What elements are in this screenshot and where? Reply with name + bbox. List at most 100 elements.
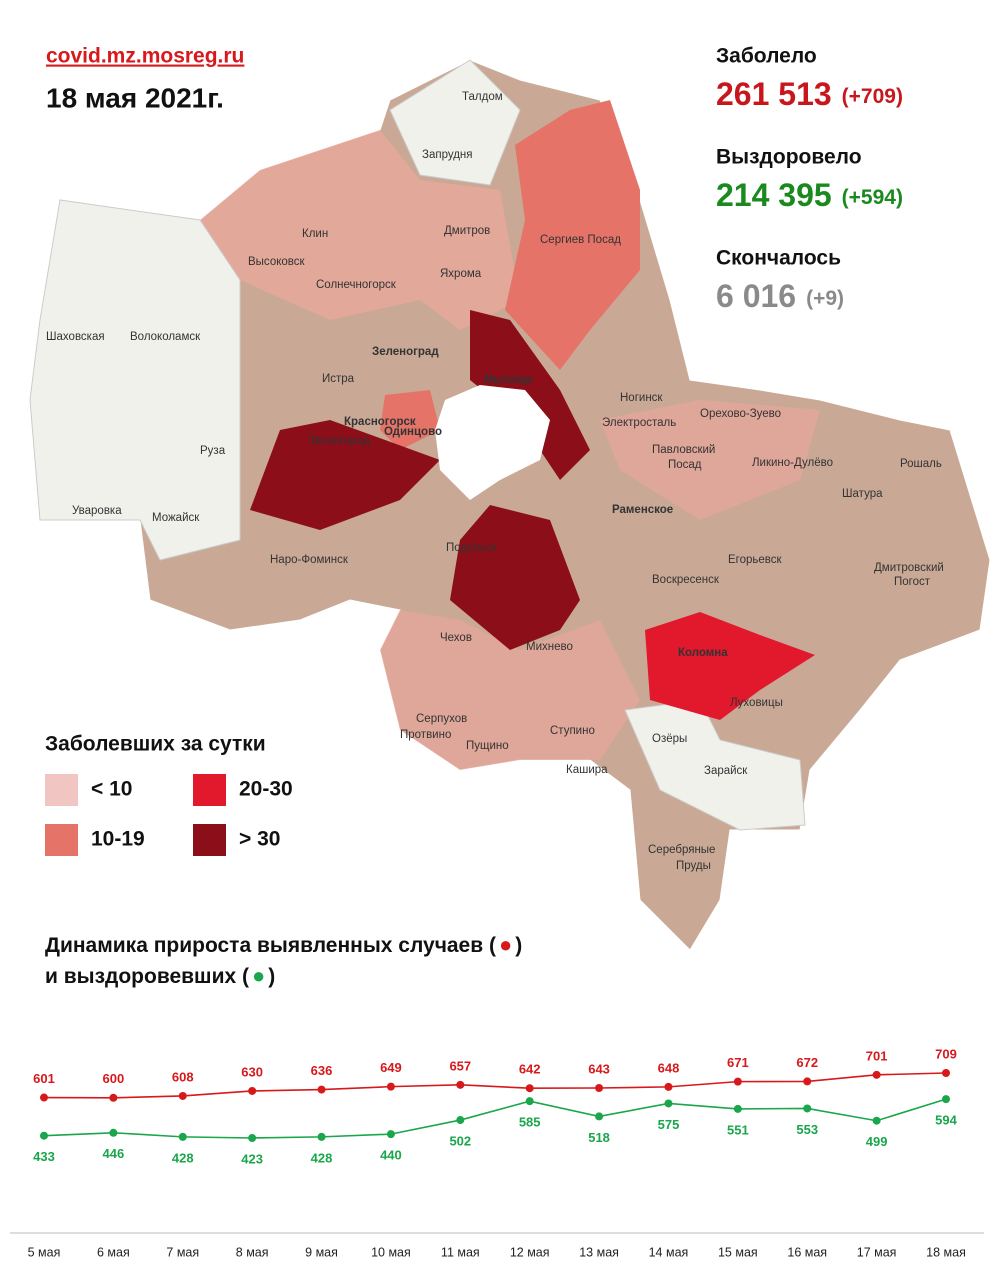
- data-label: 428: [172, 1150, 194, 1165]
- x-tick-label: 5 мая: [28, 1245, 61, 1259]
- town-label: Раменское: [612, 504, 673, 516]
- point: [664, 1099, 673, 1108]
- point: [109, 1128, 118, 1137]
- town-label: Коломна: [678, 647, 728, 659]
- point: [456, 1116, 465, 1125]
- point: [456, 1080, 465, 1089]
- stat-delta: (+594): [842, 186, 903, 209]
- town-label: Сергиев Посад: [540, 234, 621, 246]
- legend-icon: ●: [499, 932, 512, 957]
- x-tick-label: 14 мая: [649, 1245, 689, 1259]
- town-label: Клин: [302, 228, 328, 240]
- point: [248, 1086, 257, 1095]
- point: [386, 1082, 395, 1091]
- chart-title: Динамика прироста выявленных случаев (●): [45, 932, 522, 957]
- town-label: Мытищи: [484, 374, 533, 386]
- region-light: [600, 400, 820, 520]
- town-label: Яхрома: [440, 268, 482, 280]
- stat-value: 6 016 (+9): [716, 278, 844, 314]
- town-label: Запрудня: [422, 149, 473, 161]
- town-label: Ногинск: [620, 392, 663, 404]
- town-label: Чехов: [440, 632, 472, 644]
- town-label: Одинцово: [384, 426, 442, 438]
- town-label: Шатура: [842, 488, 883, 500]
- data-label: 585: [519, 1115, 541, 1130]
- data-label: 423: [241, 1151, 263, 1166]
- data-label: 608: [172, 1069, 194, 1084]
- map: [29, 59, 991, 951]
- date: 18 мая 2021г.: [46, 82, 224, 113]
- point: [872, 1070, 881, 1079]
- data-label: 709: [935, 1046, 957, 1061]
- town-label: Наро-Фоминск: [270, 554, 349, 566]
- legend-label: 10-19: [91, 828, 145, 851]
- stat-delta: (+709): [842, 85, 903, 108]
- chart-title: и выздоровевших (●): [45, 963, 275, 988]
- point: [178, 1091, 187, 1100]
- point: [386, 1130, 395, 1139]
- region-light: [200, 130, 520, 330]
- point: [178, 1132, 187, 1141]
- legend-label: > 30: [239, 828, 280, 851]
- point: [40, 1131, 48, 1140]
- data-label: 630: [241, 1064, 263, 1079]
- town-label: Дмитровский: [874, 562, 944, 574]
- data-label: 553: [796, 1122, 818, 1137]
- town-label: Рошаль: [900, 458, 942, 470]
- town-label: Звенигород: [308, 435, 370, 447]
- legend-icon: ●: [252, 963, 265, 988]
- data-label: 601: [33, 1071, 55, 1086]
- x-tick-label: 16 мая: [787, 1245, 827, 1259]
- x-tick-label: 15 мая: [718, 1245, 758, 1259]
- town-label: Подольск: [446, 542, 498, 554]
- legend-swatch: [45, 824, 78, 856]
- town-label: Уваровка: [72, 505, 122, 517]
- town-label: Шаховская: [46, 331, 105, 343]
- stat-label: Заболело: [716, 45, 817, 68]
- site: covid.mz.mosreg.ru: [46, 45, 244, 68]
- region-dark: [250, 420, 440, 530]
- town-label: Егорьевск: [728, 554, 783, 566]
- x-tick-label: 9 мая: [305, 1245, 338, 1259]
- town-label: Орехово-Зуево: [700, 408, 781, 420]
- chart-title: ): [268, 965, 275, 988]
- point: [109, 1093, 118, 1102]
- stat-value: 214 395 (+594): [716, 177, 903, 213]
- town-label: Можайск: [152, 512, 200, 524]
- data-label: 575: [658, 1117, 680, 1132]
- moscow: [435, 385, 550, 500]
- region-white: [389, 59, 521, 186]
- point: [525, 1084, 534, 1093]
- data-label: 594: [935, 1113, 957, 1128]
- town-label: Кашира: [566, 764, 608, 776]
- data-label: 502: [449, 1133, 471, 1148]
- town-label: Павловский: [652, 444, 715, 456]
- town-label: Ступино: [550, 725, 595, 737]
- data-label: 649: [380, 1060, 402, 1075]
- data-label: 440: [380, 1148, 402, 1163]
- town-label: Серебряные: [648, 844, 715, 856]
- x-tick-label: 11 мая: [441, 1245, 480, 1259]
- town-label: Высоковск: [248, 256, 305, 268]
- town-label: Михнево: [526, 641, 573, 653]
- town-label: Талдом: [462, 91, 503, 103]
- point: [317, 1085, 326, 1094]
- x-tick-label: 12 мая: [510, 1245, 550, 1259]
- legend-label: < 10: [91, 778, 132, 801]
- point: [872, 1116, 881, 1125]
- point: [733, 1104, 742, 1113]
- x-tick-label: 17 мая: [857, 1245, 897, 1259]
- stat-value: 261 513: [716, 76, 832, 112]
- series-line: [43, 1072, 947, 1099]
- town-label: Озёры: [652, 733, 687, 745]
- town-label: Луховицы: [730, 697, 783, 709]
- town-label: Погост: [894, 576, 931, 588]
- stat-label: Скончалось: [716, 247, 841, 270]
- chart-title: ): [515, 934, 522, 957]
- town-label: Посад: [668, 459, 702, 471]
- data-label: 433: [33, 1149, 55, 1164]
- town-label: Электросталь: [602, 417, 676, 429]
- region-light: [380, 610, 640, 770]
- stat-value: 214 395: [716, 177, 832, 213]
